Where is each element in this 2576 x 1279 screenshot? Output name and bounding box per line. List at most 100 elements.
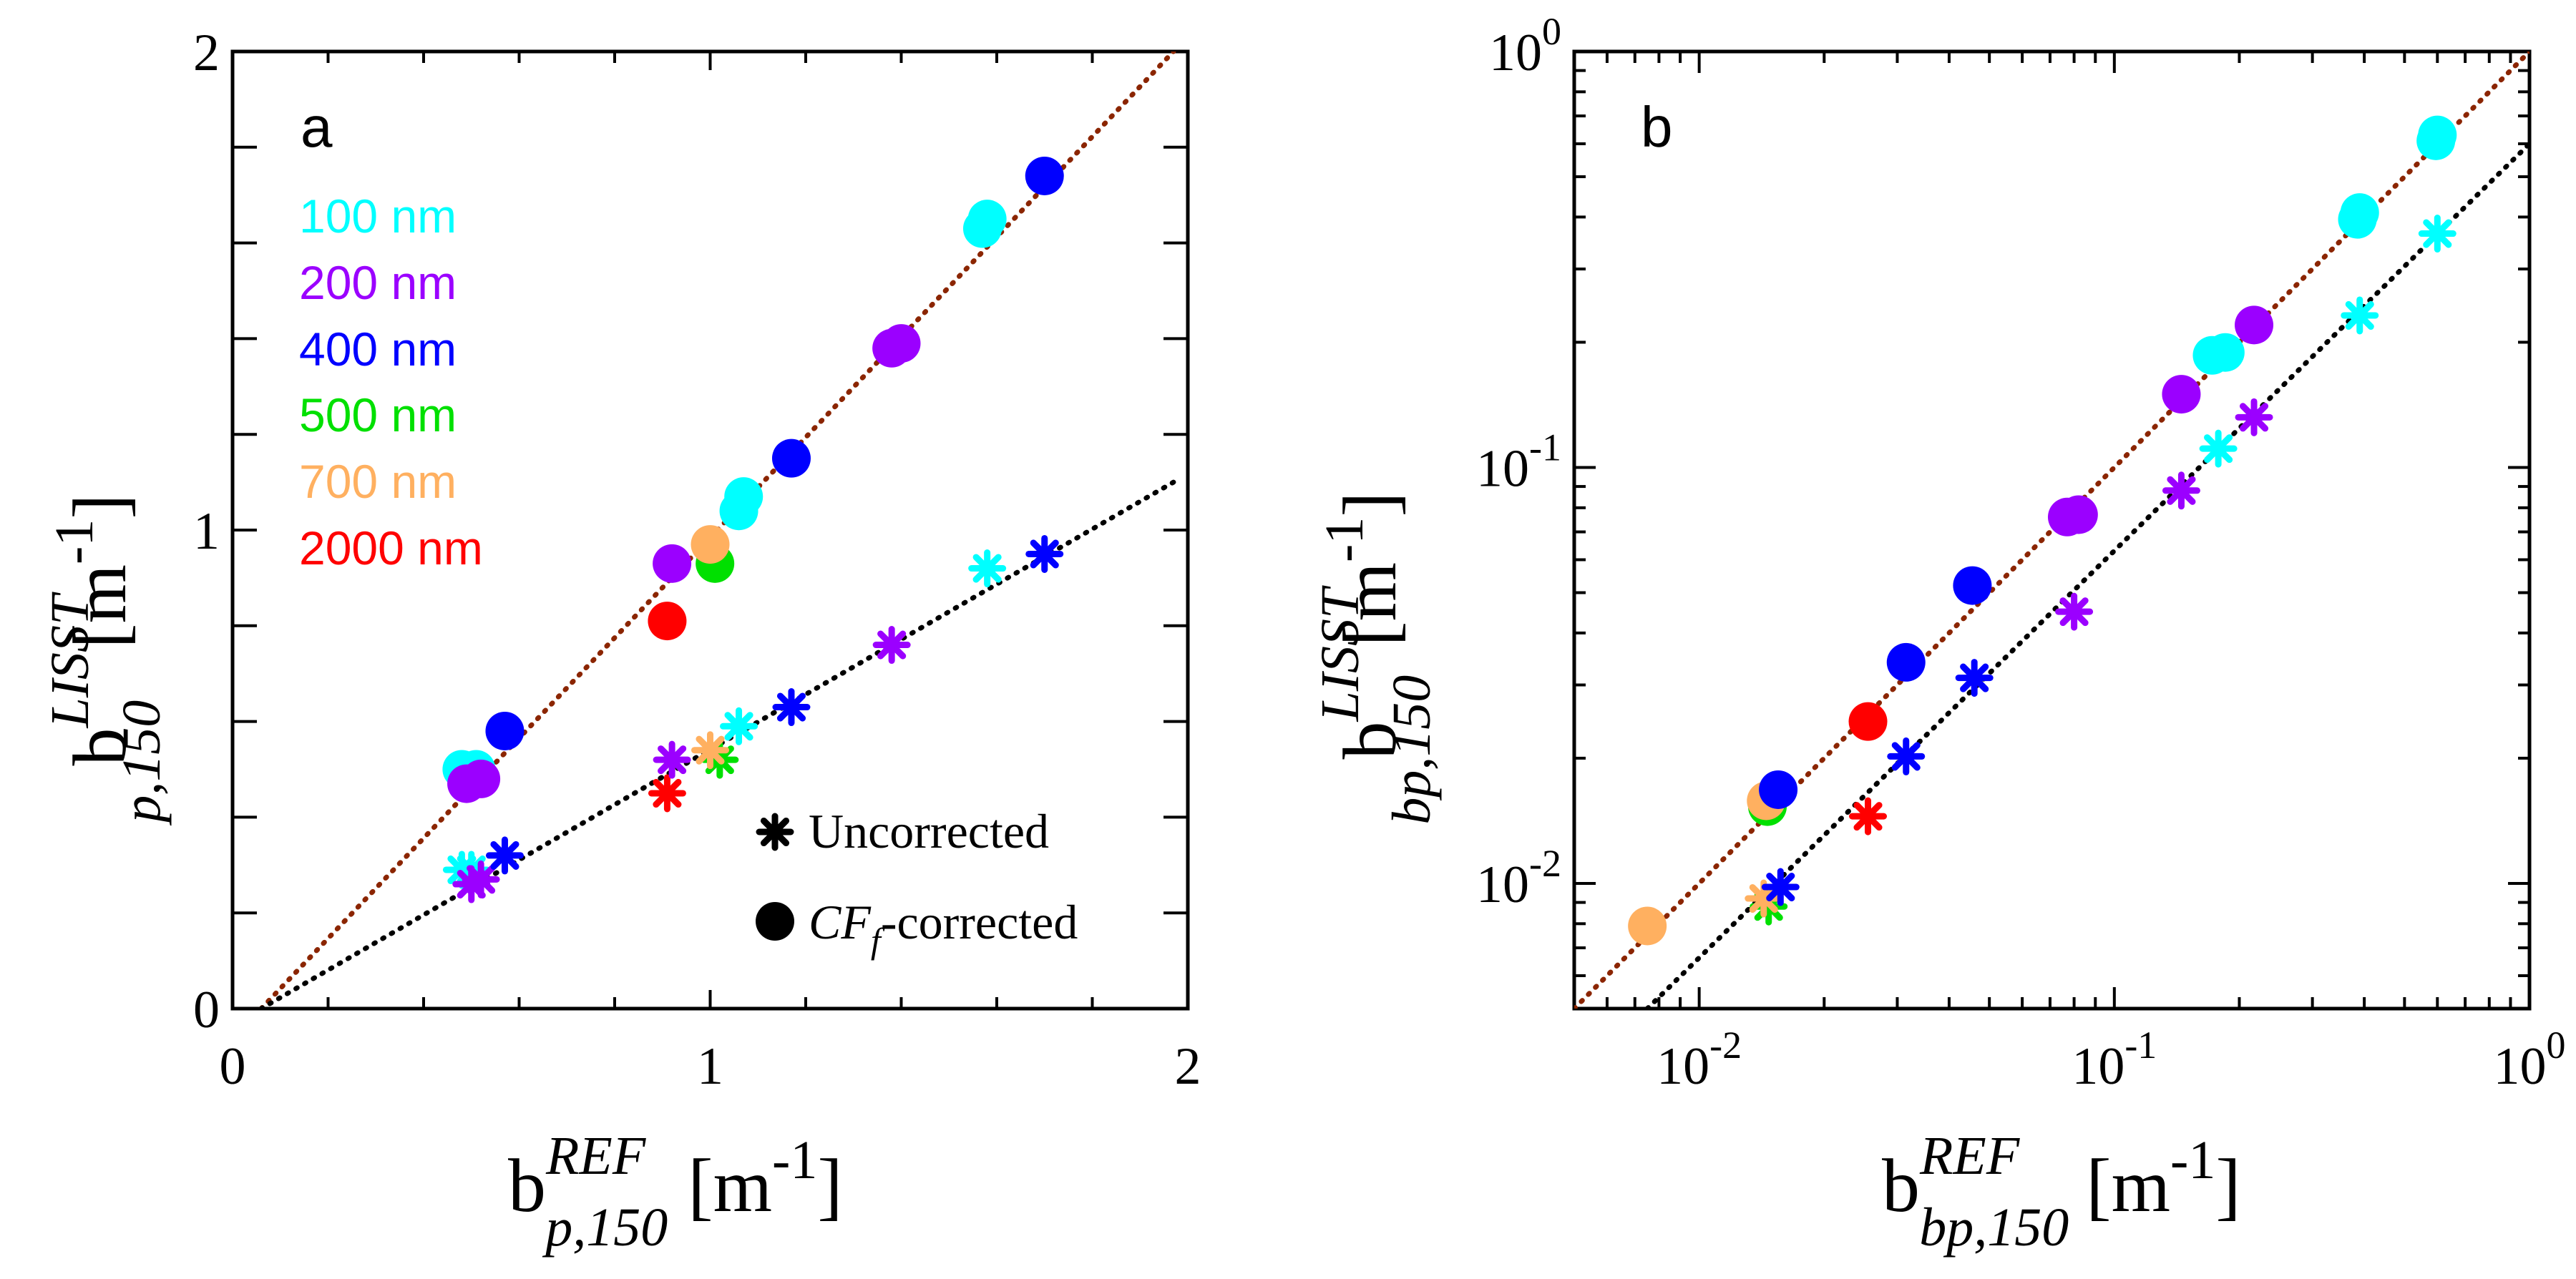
panel-a-plot-area: 0 1 2 0 1 2 [193, 24, 1201, 1096]
xlabel-close: ] [2215, 1144, 2240, 1227]
ylabel-unit: [m [58, 564, 142, 649]
corrected-point [1025, 156, 1064, 195]
panel-b-y-axis-label: bLISSTbp,150 [m-1] [1310, 491, 1442, 824]
uncorrected-point [691, 731, 729, 770]
plot-content [258, 52, 1176, 1009]
legend-corrected-label: CFf-corrected [809, 895, 1078, 961]
corrected-point [2340, 193, 2379, 232]
legend-uncorrected-label: Uncorrected [809, 804, 1049, 858]
xlabel-sup: REF [1919, 1126, 2021, 1186]
ylabel-unit-exp: -1 [44, 519, 104, 564]
svg-text:bLISSTp,150[m-1]: bLISSTp,150 [m-1] [40, 494, 172, 825]
panel-b-plot-area: 10-2 10-1 100 10-2 10-1 100 [1476, 10, 2565, 1096]
uncorrected-point [968, 549, 1007, 588]
tick-labels: 0 1 2 0 1 2 [193, 24, 1201, 1096]
y-tick-label: 100 [1489, 10, 1561, 82]
legend-uncorrected-marker [756, 813, 794, 851]
y-tick-label: 2 [193, 24, 220, 82]
x-tick-label: 10-1 [2072, 1024, 2157, 1096]
xlabel-unit-exp: -1 [2170, 1130, 2215, 1190]
xlabel-sub: p,150 [542, 1197, 668, 1258]
uncorrected-point [1745, 879, 1783, 918]
uncorrected-point [1955, 659, 1994, 697]
marker-legend: Uncorrected CFf-corrected [756, 804, 1078, 961]
uncorrected-point [2418, 215, 2457, 253]
legend-100nm: 100 nm [299, 190, 457, 242]
plot-frame [230, 49, 1190, 1011]
panel-a-y-axis-label: bLISSTp,150 [m-1] [40, 494, 172, 825]
corrected-point [2205, 333, 2245, 372]
ylabel-b: b [1328, 722, 1412, 760]
corrected-point [2235, 305, 2274, 345]
uncorrected-point [2235, 398, 2273, 436]
corrected-point [1848, 702, 1888, 741]
corrected-point [1759, 770, 1798, 809]
x-tick-label: 0 [220, 1037, 246, 1096]
uncorrected-point [1849, 797, 1888, 835]
corrected-point [653, 544, 692, 583]
uncorrected-point [2162, 471, 2200, 510]
corrected-point [2162, 375, 2201, 414]
corrected-point [1886, 642, 1926, 682]
ylabel-b: b [58, 728, 142, 766]
uncorrected-fit-line [1644, 141, 2529, 1009]
corrected-point [882, 324, 921, 363]
plot-frame [1572, 49, 2532, 1011]
corrected-point [648, 602, 687, 641]
corrected-point [1628, 906, 1667, 946]
uncorrected-point [2199, 429, 2238, 468]
panel-b-x-axis-label: bREF bp,150 [m-1] [1882, 1126, 2241, 1258]
ylabel-sub: bp,150 [1382, 675, 1442, 825]
y-tick-label: 0 [193, 981, 220, 1039]
panel-b-letter: b [1641, 95, 1673, 159]
svg-text:bLISSTbp,150[m-1]: bLISSTbp,150 [m-1] [1310, 491, 1442, 824]
ylabel-unit: [m [1328, 562, 1412, 647]
ylabel-sup: LISST [1310, 585, 1370, 722]
uncorrected-point [648, 774, 686, 813]
corrected-point [771, 438, 811, 478]
xlabel-b: b [1882, 1144, 1920, 1227]
legend-2000nm: 2000 nm [299, 521, 483, 574]
legend-star-glyph [756, 813, 794, 851]
ylabel-close: ] [1328, 491, 1412, 516]
x-tick-label: 1 [697, 1037, 723, 1096]
corrected-fit-line [1574, 52, 2529, 1009]
tick-labels: 10-2 10-1 100 10-2 10-1 100 [1476, 10, 2565, 1096]
xlabel-close: ] [817, 1144, 842, 1227]
legend-400nm: 400 nm [299, 323, 457, 376]
corrected-point [2418, 115, 2457, 155]
xlabel-sup: REF [545, 1126, 647, 1186]
uncorrected-point [653, 740, 691, 779]
ylabel-sub: p,150 [112, 700, 172, 826]
xlabel-b: b [508, 1144, 546, 1227]
uncorrected-point [485, 836, 524, 875]
uncorrected-point [462, 860, 500, 898]
uncorrected-point [2341, 296, 2379, 335]
uncorrected-point [1761, 868, 1800, 906]
legend-500nm: 500 nm [299, 388, 457, 441]
plot-content [1574, 52, 2529, 1009]
uncorrected-point [720, 707, 758, 745]
panel-a-letter: a [301, 95, 333, 159]
legend-200nm: 200 nm [299, 256, 457, 309]
y-tick-label: 10-1 [1476, 426, 1561, 498]
x-tick-label: 2 [1175, 1037, 1201, 1096]
corrected-point [967, 200, 1007, 239]
corrected-point [462, 759, 501, 798]
xlabel-unit: [m [2086, 1144, 2170, 1227]
uncorrected-point [1025, 534, 1064, 573]
corrected-point [485, 711, 525, 750]
uncorrected-point [872, 626, 911, 665]
y-tick-label: 1 [193, 502, 220, 561]
corrected-point [1953, 566, 1992, 605]
ylabel-unit-exp: -1 [1314, 517, 1375, 562]
corrected-point [2059, 495, 2098, 534]
ylabel-sup: LISST [40, 592, 100, 729]
x-tick-label: 10-2 [1657, 1024, 1742, 1096]
xlabel-sub: bp,150 [1919, 1197, 2069, 1258]
